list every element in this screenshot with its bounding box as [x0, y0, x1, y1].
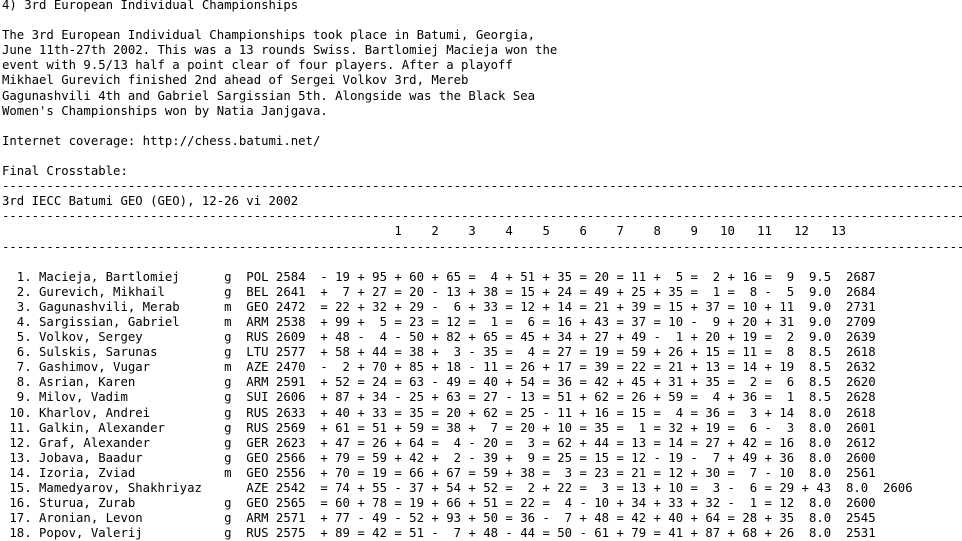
crosstable-row: 10. Kharlov, Andrei g RUS 2633 + 40 + 33…: [2, 405, 876, 420]
crosstable-row: 15. Mamedyarov, Shakhriyaz AZE 2542 = 74…: [2, 481, 913, 495]
crosstable-row: 13. Jobava, Baadur g GEO 2566 + 79 = 59 …: [2, 450, 876, 465]
crosstable-row: 7. Gashimov, Vugar m AZE 2470 - 2 + 70 +…: [2, 360, 876, 375]
intro-line: The 3rd European Individual Championship…: [2, 28, 536, 43]
crosstable-row: 4. Sargissian, Gabriel m ARM 2538 + 99 +…: [2, 314, 876, 329]
crosstable-row: 8. Asrian, Karen g ARM 2591 + 52 = 24 = …: [2, 375, 876, 390]
crosstable-row: 14. Izoria, Zviad m GEO 2556 + 70 = 19 =…: [2, 465, 876, 480]
intro-line: Women's Championships won by Natia Janjg…: [2, 103, 328, 118]
blank-line: [2, 255, 962, 270]
crosstable-title: 3rd IECC Batumi GEO (GEO), 12-26 vi 2002: [2, 194, 299, 209]
crosstable-row: 5. Volkov, Sergey g RUS 2609 + 48 - 4 - …: [2, 330, 876, 345]
crosstable-row: 6. Sulskis, Sarunas g LTU 2577 + 58 + 44…: [2, 345, 876, 360]
blank-line: [2, 119, 962, 134]
intro-line: June 11th-27th 2002. This was a 13 round…: [2, 43, 558, 58]
crosstable-row: 17. Aronian, Levon g ARM 2571 + 77 - 49 …: [2, 511, 876, 526]
intro-line: Gagunashvili 4th and Gabriel Sargissian …: [2, 88, 536, 103]
crosstable-row: 11. Galkin, Alexander g RUS 2569 + 61 = …: [2, 420, 876, 435]
final-crosstable-label: Final Crosstable:: [2, 164, 128, 179]
coverage-line: Internet coverage: http://chess.batumi.n…: [2, 134, 962, 149]
intro-line: event with 9.5/13 half a point clear of …: [2, 58, 513, 73]
crosstable-row: 9. Milov, Vadim g SUI 2606 + 87 + 34 - 2…: [2, 390, 876, 405]
blank-line: [2, 149, 962, 164]
crosstable-row: 16. Sturua, Zurab g GEO 2565 = 60 + 78 =…: [2, 496, 876, 511]
crosstable-row: 2. Gurevich, Mikhail g BEL 2641 + 7 + 27…: [2, 284, 876, 299]
document-heading: 4) 3rd European Individual Championships: [2, 0, 299, 12]
blank-line: [2, 13, 962, 28]
crosstable-round-header: 1 2 3 4 5 6 7 8 9 10 11 12 13: [2, 224, 846, 239]
crosstable-row: 18. Popov, Valerij g RUS 2575 + 89 = 42 …: [2, 526, 876, 541]
crosstable-row: 1. Macieja, Bartlomiej g POL 2584 - 19 +…: [2, 269, 876, 284]
divider-rule: ----------------------------------------…: [2, 239, 962, 254]
intro-line: Mikhael Gurevich finished 2nd ahead of S…: [2, 73, 469, 88]
coverage-link[interactable]: http://chess.batumi.net/: [142, 133, 321, 148]
crosstable-row: 3. Gagunashvili, Merab m GEO 2472 = 22 +…: [2, 299, 876, 314]
divider-rule: ----------------------------------------…: [2, 179, 962, 194]
crosstable-row: 12. Graf, Alexander g GER 2623 + 47 = 26…: [2, 435, 876, 450]
divider-rule: ----------------------------------------…: [2, 209, 962, 224]
coverage-label: Internet coverage:: [2, 133, 143, 148]
